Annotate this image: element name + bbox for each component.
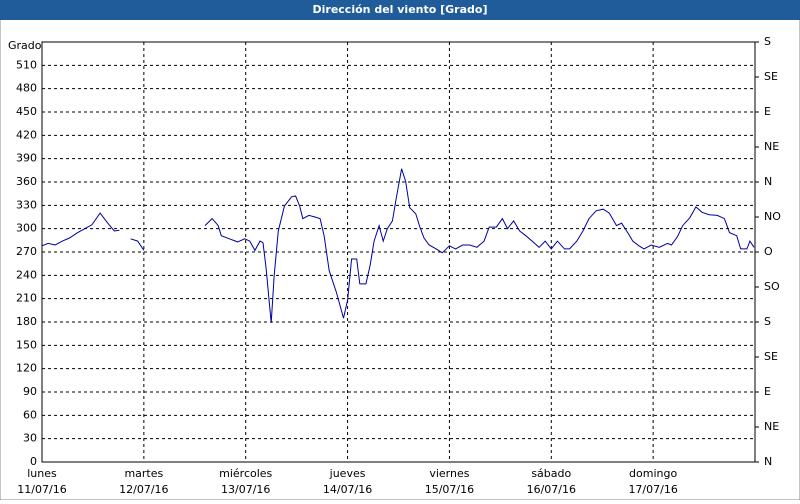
x-tick-date: 11/07/16 (17, 483, 66, 496)
x-tick-date: 13/07/16 (221, 483, 270, 496)
y-tick-label: 480 (16, 82, 37, 95)
y-axis-label: Grado (8, 39, 42, 52)
y-tick-label: 240 (16, 268, 37, 281)
y2-tick-label: E (764, 105, 771, 118)
y2-tick-label: S (764, 315, 771, 328)
x-tick-label: sábado (531, 467, 571, 480)
y-tick-label: 30 (23, 432, 37, 445)
y-tick-label: 210 (16, 292, 37, 305)
y-tick-label: 390 (16, 152, 37, 165)
chart-title: Dirección del viento [Grado] (313, 3, 488, 16)
y2-tick-label: SO (764, 280, 780, 293)
y2-tick-label: S (764, 35, 771, 48)
y-tick-label: 60 (23, 408, 37, 421)
y2-tick-label: NE (764, 420, 779, 433)
y-tick-label: 150 (16, 338, 37, 351)
y-tick-label: 270 (16, 245, 37, 258)
title-bar (0, 0, 800, 20)
x-tick-label: miércoles (219, 467, 272, 480)
y-tick-label: 510 (16, 58, 37, 71)
y2-tick-label: SE (764, 70, 778, 83)
x-tick-date: 12/07/16 (119, 483, 168, 496)
x-tick-date: 14/07/16 (323, 483, 372, 496)
y-tick-label: 300 (16, 222, 37, 235)
y2-tick-label: N (764, 455, 772, 468)
x-tick-label: jueves (329, 467, 366, 480)
data-line (41, 168, 755, 323)
x-tick-date: 16/07/16 (527, 483, 576, 496)
y-tick-label: 330 (16, 198, 37, 211)
x-tick-label: lunes (27, 467, 57, 480)
y2-tick-label: NO (764, 210, 781, 223)
x-tick-label: viernes (429, 467, 469, 480)
y2-tick-label: SE (764, 350, 778, 363)
y-tick-label: 360 (16, 175, 37, 188)
y-tick-label: 420 (16, 128, 37, 141)
y2-tick-label: O (764, 245, 773, 258)
x-tick-label: martes (124, 467, 163, 480)
y2-tick-label: E (764, 385, 771, 398)
y-tick-label: 0 (30, 455, 37, 468)
x-tick-label: domingo (629, 467, 677, 480)
x-tick-date: 15/07/16 (425, 483, 474, 496)
y2-tick-label: N (764, 175, 772, 188)
y-tick-label: 180 (16, 315, 37, 328)
y-tick-label: 120 (16, 362, 37, 375)
y2-tick-label: NE (764, 140, 779, 153)
y-tick-label: 90 (23, 385, 37, 398)
x-tick-date: 17/07/16 (628, 483, 677, 496)
y-tick-label: 450 (16, 105, 37, 118)
